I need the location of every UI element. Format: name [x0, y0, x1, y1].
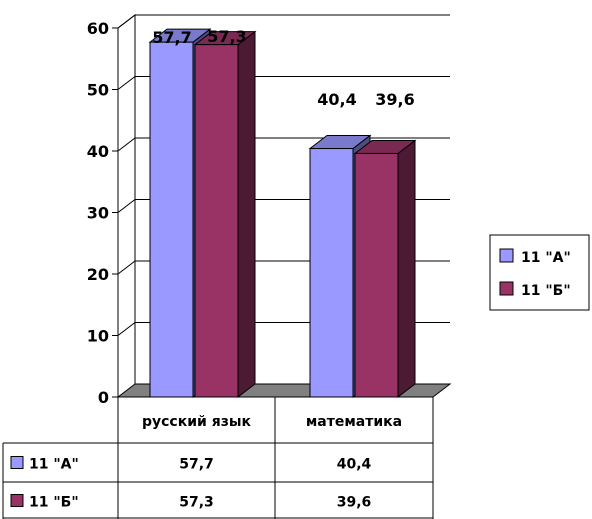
- y-tick-label: 60: [87, 19, 109, 38]
- table-series-name: 11 "Б": [29, 495, 79, 511]
- table-series-key: [10, 456, 24, 469]
- category-label: математика: [306, 414, 402, 430]
- bar-front: [354, 152, 399, 398]
- legend-label: 11 "А": [521, 250, 571, 266]
- y-tick-label: 10: [87, 327, 109, 346]
- bar-front: [309, 148, 354, 398]
- y-axis: 0 10 20 30 40 50 60: [87, 19, 119, 407]
- bar: [353, 139, 417, 399]
- y-tick-label: 30: [87, 204, 109, 223]
- gridline-side: [117, 260, 136, 275]
- table-series-key: [10, 494, 24, 507]
- bar-front: [194, 44, 239, 398]
- table-cell: 39,6: [337, 495, 372, 511]
- data-label: 57,7: [152, 28, 191, 47]
- gridline-side: [117, 76, 136, 90]
- legend-swatch: [499, 248, 514, 263]
- y-tick-label: 0: [98, 388, 109, 407]
- data-labels: 57,7 57,3 40,4 39,6: [152, 27, 414, 109]
- table-cell: 40,4: [337, 457, 372, 473]
- table-cell: 57,7: [179, 457, 214, 473]
- data-table: русский язык математика 11 "А" 57,7 40,4 11 "…: [2, 397, 434, 519]
- bar-side: [237, 30, 256, 399]
- data-label: 57,3: [207, 27, 246, 46]
- legend-label: 11 "Б": [521, 283, 571, 299]
- table-series-name: 11 "А": [29, 457, 79, 473]
- gridline-side: [117, 199, 136, 213]
- data-label: 39,6: [375, 90, 414, 109]
- gridline-side: [117, 137, 136, 152]
- legend-swatch: [499, 281, 514, 296]
- category-label: русский язык: [142, 414, 252, 430]
- data-label: 40,4: [317, 90, 356, 109]
- bar: [193, 30, 257, 399]
- bars: [148, 28, 417, 399]
- bar-side: [397, 139, 416, 399]
- legend-box: [489, 234, 590, 311]
- gridline-side: [117, 322, 136, 336]
- y-tick-label: 40: [87, 142, 109, 161]
- legend: 11 "А" 11 "Б": [489, 234, 590, 311]
- bar-front: [149, 41, 194, 398]
- y-tick-label: 20: [87, 265, 109, 284]
- y-tick-label: 50: [87, 81, 109, 100]
- table-cell: 57,3: [179, 495, 214, 511]
